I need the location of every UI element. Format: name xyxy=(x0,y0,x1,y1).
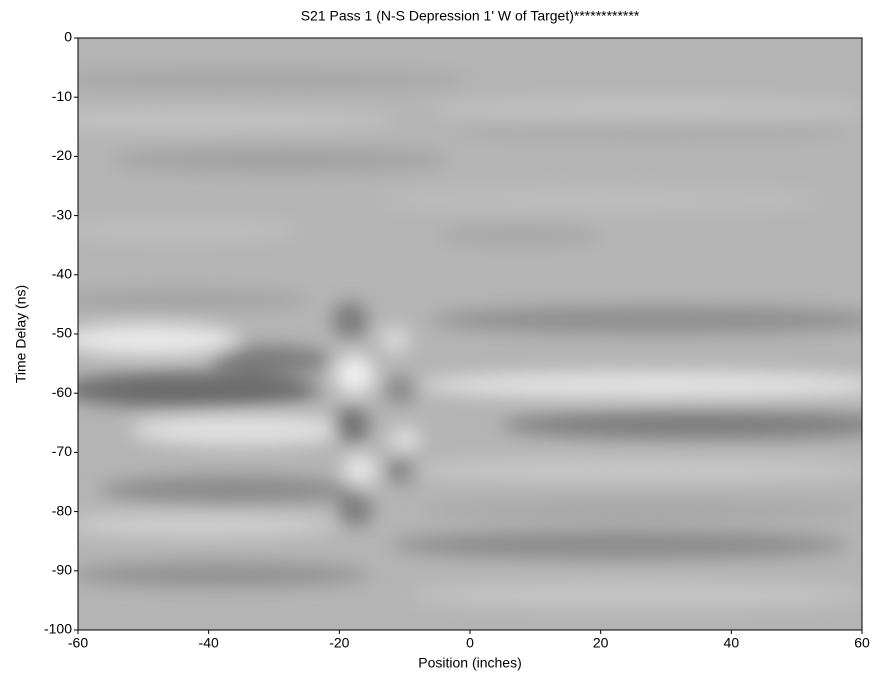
y-tick-label: -90 xyxy=(52,562,72,578)
x-axis-label: Position (inches) xyxy=(418,655,522,671)
y-tick-label: 0 xyxy=(64,29,72,45)
x-tick-label: -40 xyxy=(199,635,219,651)
y-tick-label: -100 xyxy=(44,621,72,637)
y-tick-label: -30 xyxy=(52,206,72,222)
x-tick-label: 20 xyxy=(593,635,609,651)
radargram-image xyxy=(78,38,862,630)
y-tick-label: -80 xyxy=(52,502,72,518)
y-tick-label: -70 xyxy=(52,443,72,459)
x-tick-label: -60 xyxy=(68,635,88,651)
y-tick-label: -10 xyxy=(52,88,72,104)
x-tick-label: -20 xyxy=(329,635,349,651)
y-tick-label: -50 xyxy=(52,325,72,341)
x-tick-label: 0 xyxy=(466,635,474,651)
chart-title: S21 Pass 1 (N-S Depression 1' W of Targe… xyxy=(301,8,640,24)
x-tick-label: 40 xyxy=(724,635,740,651)
y-tick-label: -60 xyxy=(52,384,72,400)
y-tick-label: -20 xyxy=(52,147,72,163)
y-tick-label: -40 xyxy=(52,266,72,282)
y-axis-label: Time Delay (ns) xyxy=(13,285,29,383)
x-tick-label: 60 xyxy=(854,635,870,651)
